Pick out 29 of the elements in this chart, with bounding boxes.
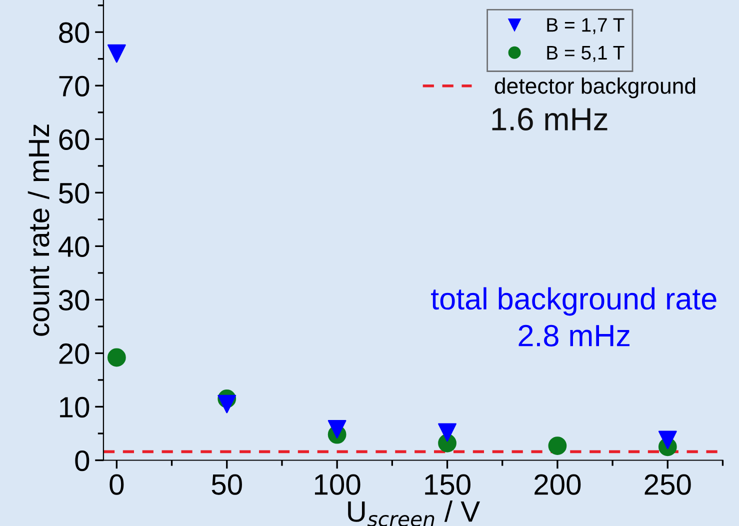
y-tick-label: 70 (59, 76, 90, 96)
y-tick-label: 80 (59, 22, 90, 43)
point (107, 44, 126, 63)
legend-label: B = 1,7 T (547, 18, 624, 34)
x-tick-label: 50 (212, 474, 242, 495)
point (107, 348, 126, 367)
point (218, 394, 236, 414)
legend-label: detector background (494, 78, 696, 98)
y-tick-label: 30 (58, 290, 90, 311)
point (548, 436, 567, 455)
legend-label: B = 5,1 T (547, 46, 624, 62)
y-tick-label: 50 (58, 182, 90, 204)
x-tick-label: 200 (534, 474, 581, 495)
x-tick-label: 250 (644, 474, 691, 495)
y-tick-label: 40 (58, 236, 90, 258)
y-tick-label: 20 (59, 343, 90, 364)
annotation: 1.6 mHz (492, 108, 608, 131)
point (658, 430, 677, 450)
x-tick-label: 150 (425, 474, 470, 495)
y-axis-title: count rate / mHz (28, 124, 50, 336)
y-tick-label: 60 (59, 129, 90, 150)
y-tick-label: 10 (60, 396, 90, 418)
x-tick-label: 100 (314, 474, 360, 495)
point (438, 423, 456, 442)
point (328, 420, 346, 438)
annotation: 2.8 mHz (518, 324, 630, 346)
x-tick-label: 0 (110, 474, 124, 495)
y-tick-label: 0 (75, 450, 90, 472)
annotation: total background rate (431, 287, 716, 316)
